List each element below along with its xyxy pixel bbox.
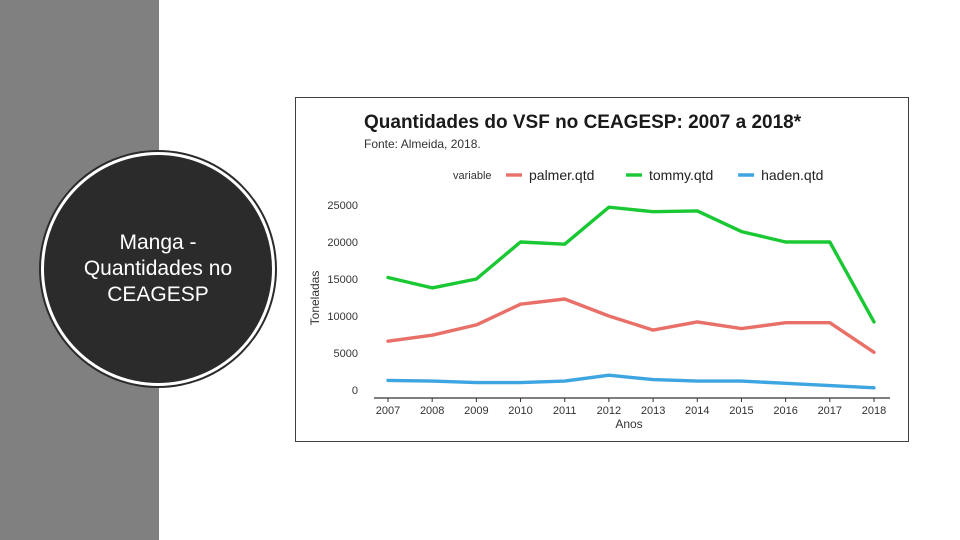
- y-tick-label: 10000: [327, 311, 358, 323]
- x-tick-label: 2012: [597, 405, 621, 417]
- x-tick-label: 2007: [376, 405, 400, 417]
- slide-title: Manga - Quantidades no CEAGESP: [83, 231, 233, 306]
- series-line-tommy-qtd: [386, 205, 876, 324]
- series-line-haden-qtd: [386, 373, 876, 390]
- y-tick-label: 15000: [327, 274, 358, 286]
- y-axis: 0 5000 10000 15000 20000 25000: [327, 200, 358, 397]
- legend-label: tommy.qtd: [649, 167, 713, 183]
- chart-subtitle: Fonte: Almeida, 2018.: [364, 137, 481, 151]
- legend-title: variable: [453, 170, 492, 182]
- legend-label: haden.qtd: [761, 167, 823, 183]
- x-tick-label: 2017: [818, 405, 842, 417]
- x-axis: 2007 2008 2009 2010 2011 2012 2013 2014 2015 2016…: [374, 397, 890, 417]
- y-axis-label: Toneladas: [308, 271, 322, 326]
- x-tick-label: 2011: [553, 405, 577, 417]
- x-tick-label: 2014: [685, 405, 709, 417]
- slide-title-circle: Manga - Quantidades no CEAGESP: [44, 155, 272, 383]
- y-tick-label: 5000: [334, 348, 358, 360]
- line-chart: Quantidades do VSF no CEAGESP: 2007 a 20…: [308, 112, 890, 431]
- series-line-palmer-qtd: [386, 297, 876, 355]
- x-tick-label: 2009: [464, 405, 488, 417]
- legend-label: palmer.qtd: [529, 167, 594, 183]
- x-tick-label: 2018: [862, 405, 886, 417]
- y-tick-label: 0: [352, 385, 358, 397]
- y-tick-label: 25000: [327, 200, 358, 212]
- x-tick-label: 2010: [508, 405, 532, 417]
- x-tick-label: 2013: [641, 405, 665, 417]
- y-tick-label: 20000: [327, 237, 358, 249]
- x-axis-label: Anos: [615, 417, 642, 431]
- chart-frame: Quantidades do VSF no CEAGESP: 2007 a 20…: [295, 97, 909, 442]
- legend: palmer.qtd tommy.qtd haden.qtd: [506, 167, 823, 183]
- x-tick-label: 2015: [729, 405, 753, 417]
- x-tick-label: 2008: [420, 405, 444, 417]
- chart-title: Quantidades do VSF no CEAGESP: 2007 a 20…: [364, 112, 802, 133]
- x-tick-label: 2016: [773, 405, 797, 417]
- series-lines: [386, 205, 876, 390]
